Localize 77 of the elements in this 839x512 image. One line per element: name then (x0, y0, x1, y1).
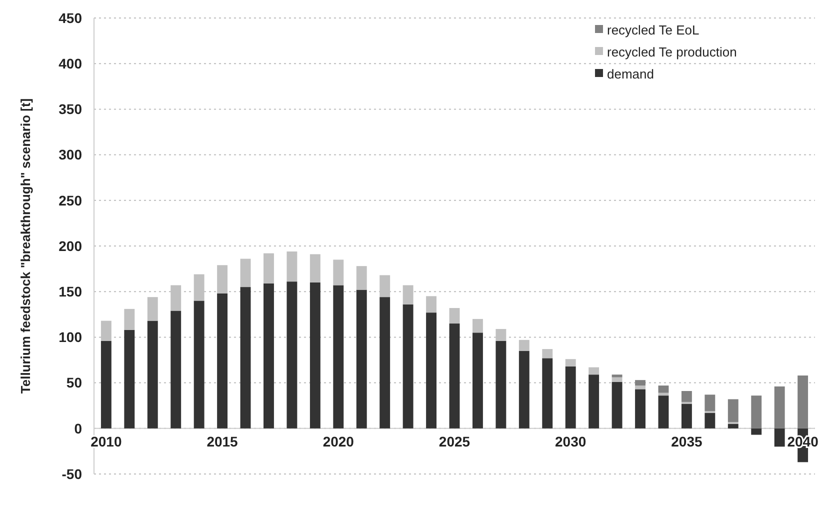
bar (449, 324, 460, 428)
bar (264, 253, 274, 284)
y-tick-label: 250 (58, 192, 82, 208)
bar (240, 258, 251, 288)
bar (496, 340, 506, 428)
y-tick-label: 400 (58, 56, 82, 72)
y-tick-label: 100 (58, 329, 82, 346)
bar (194, 300, 204, 428)
bar (588, 374, 600, 428)
y-axis-title: Tellurium feedstock "breakthrough" scenario [t] (18, 98, 33, 394)
bar (774, 428, 785, 447)
bar (147, 297, 158, 321)
x-tick-label: 2010 (90, 433, 122, 450)
bar (612, 382, 622, 428)
y-tick-label: 150 (58, 284, 82, 300)
y-tick-label: 50 (66, 374, 82, 391)
bar (751, 428, 762, 435)
bar (333, 285, 344, 428)
bar (635, 389, 646, 428)
x-tick-label: 2030 (555, 433, 586, 450)
bar (612, 377, 622, 382)
x-tick-label: 2025 (438, 433, 470, 450)
bar (565, 359, 576, 366)
y-tick-label: 350 (58, 101, 82, 118)
bar (542, 358, 553, 428)
bar (426, 312, 437, 428)
bar (472, 318, 483, 333)
bar (286, 282, 298, 428)
bar (588, 367, 600, 375)
bar (147, 320, 158, 428)
bar (333, 260, 344, 286)
bar (449, 308, 460, 324)
bar (542, 349, 553, 358)
bar (658, 396, 669, 428)
bar (426, 296, 437, 313)
legend-label: recycled Te production (607, 44, 737, 60)
x-tick-label: 2035 (671, 433, 702, 450)
legend-label: recycled Te EoL (607, 22, 700, 38)
bar (704, 412, 716, 428)
bar (798, 376, 808, 428)
bar (681, 404, 692, 428)
bar (240, 287, 251, 428)
y-tick-label: 200 (58, 238, 82, 254)
bar (518, 350, 530, 428)
bar (612, 374, 622, 378)
bar (310, 254, 320, 282)
bar (402, 304, 414, 428)
y-tick-label: 0 (74, 420, 82, 436)
bar (635, 380, 646, 386)
bar (170, 310, 182, 428)
bar (217, 293, 228, 428)
y-tick-label: 300 (58, 146, 82, 163)
bar (565, 366, 576, 428)
bar (356, 290, 367, 428)
bar (681, 391, 692, 402)
bar (728, 424, 738, 428)
x-tick-label: 2015 (206, 433, 238, 450)
bar (356, 266, 367, 290)
bar (472, 332, 483, 428)
bar (658, 386, 669, 393)
bar (751, 396, 762, 428)
x-tick-label: 2020 (322, 433, 354, 450)
y-tick-label: -50 (62, 466, 82, 482)
bar (635, 386, 646, 390)
bar (124, 308, 135, 330)
legend-label: demand (607, 66, 654, 82)
bar (380, 297, 390, 428)
bar (264, 283, 274, 428)
bar (774, 386, 785, 428)
bar (518, 340, 530, 351)
bar (100, 340, 112, 428)
bar (310, 282, 320, 428)
bar (704, 394, 716, 412)
bar (728, 399, 738, 422)
y-tick-label: 450 (58, 10, 82, 26)
bar (124, 330, 135, 428)
bar (286, 251, 298, 282)
